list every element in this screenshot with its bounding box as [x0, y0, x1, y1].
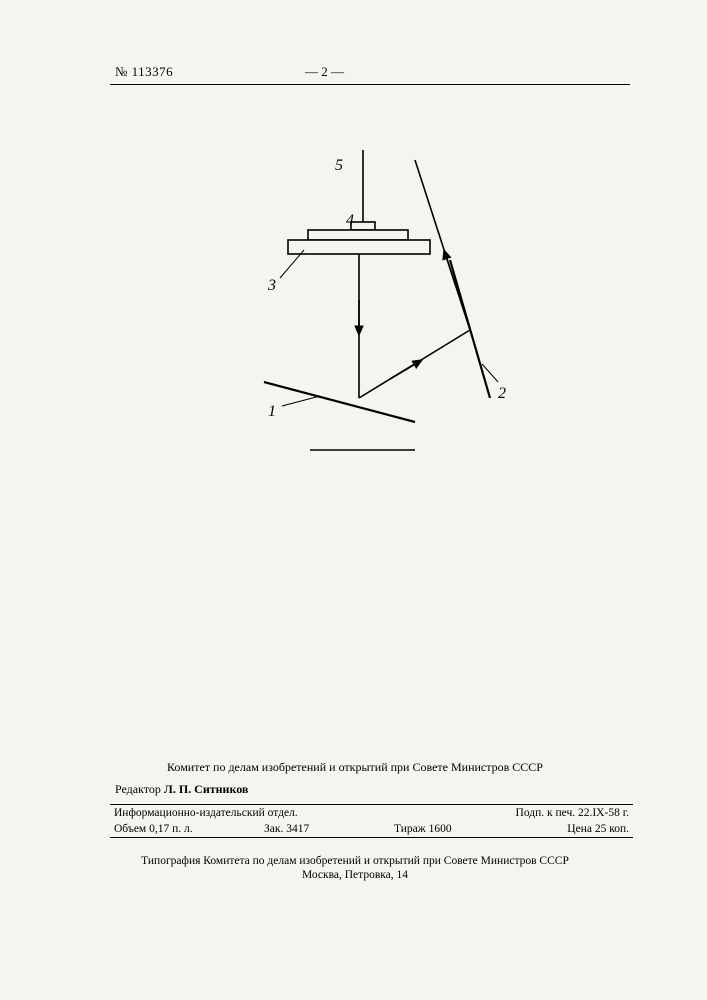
imprint-box: Информационно-издательский отдел. Подп. … — [110, 804, 633, 838]
imprint-row-1: Информационно-издательский отдел. Подп. … — [110, 805, 633, 821]
diagram-svg: 5 4 3 2 1 — [190, 150, 530, 480]
figure-label-3: 3 — [267, 277, 276, 294]
editor-prefix: Редактор — [115, 782, 164, 796]
imprint-row-2: Объем 0,17 п. л. Зак. 3417 Тираж 1600 Це… — [110, 821, 633, 837]
document-number: № 113376 — [115, 64, 173, 80]
header-rule — [110, 84, 630, 85]
page: № 113376 — 2 — — [70, 40, 640, 960]
figure-label-4: 4 — [346, 212, 354, 229]
typography-line-2: Москва, Петровка, 14 — [70, 868, 640, 882]
imprint-dept: Информационно-издательский отдел. — [114, 807, 298, 819]
editor-name: Л. П. Ситников — [164, 782, 249, 796]
imprint-tirazh: Тираж 1600 — [394, 823, 524, 835]
page-number: — 2 — — [305, 64, 344, 80]
imprint-order: Зак. 3417 — [264, 823, 394, 835]
figure-label-2: 2 — [498, 385, 506, 402]
typography-line-1: Типография Комитета по делам изобретений… — [70, 854, 640, 868]
figure-diagram: 5 4 3 2 1 — [190, 150, 530, 480]
figure-label-1: 1 — [268, 403, 276, 420]
imprint-signed: Подп. к печ. 22.IX-58 г. — [516, 807, 629, 819]
typography-block: Типография Комитета по делам изобретений… — [70, 854, 640, 883]
committee-line: Комитет по делам изобретений и открытий … — [70, 760, 640, 775]
editor-line: Редактор Л. П. Ситников — [115, 782, 248, 797]
figure-label-5: 5 — [335, 157, 343, 174]
imprint-volume: Объем 0,17 п. л. — [114, 823, 264, 835]
imprint-price: Цена 25 коп. — [567, 823, 629, 835]
